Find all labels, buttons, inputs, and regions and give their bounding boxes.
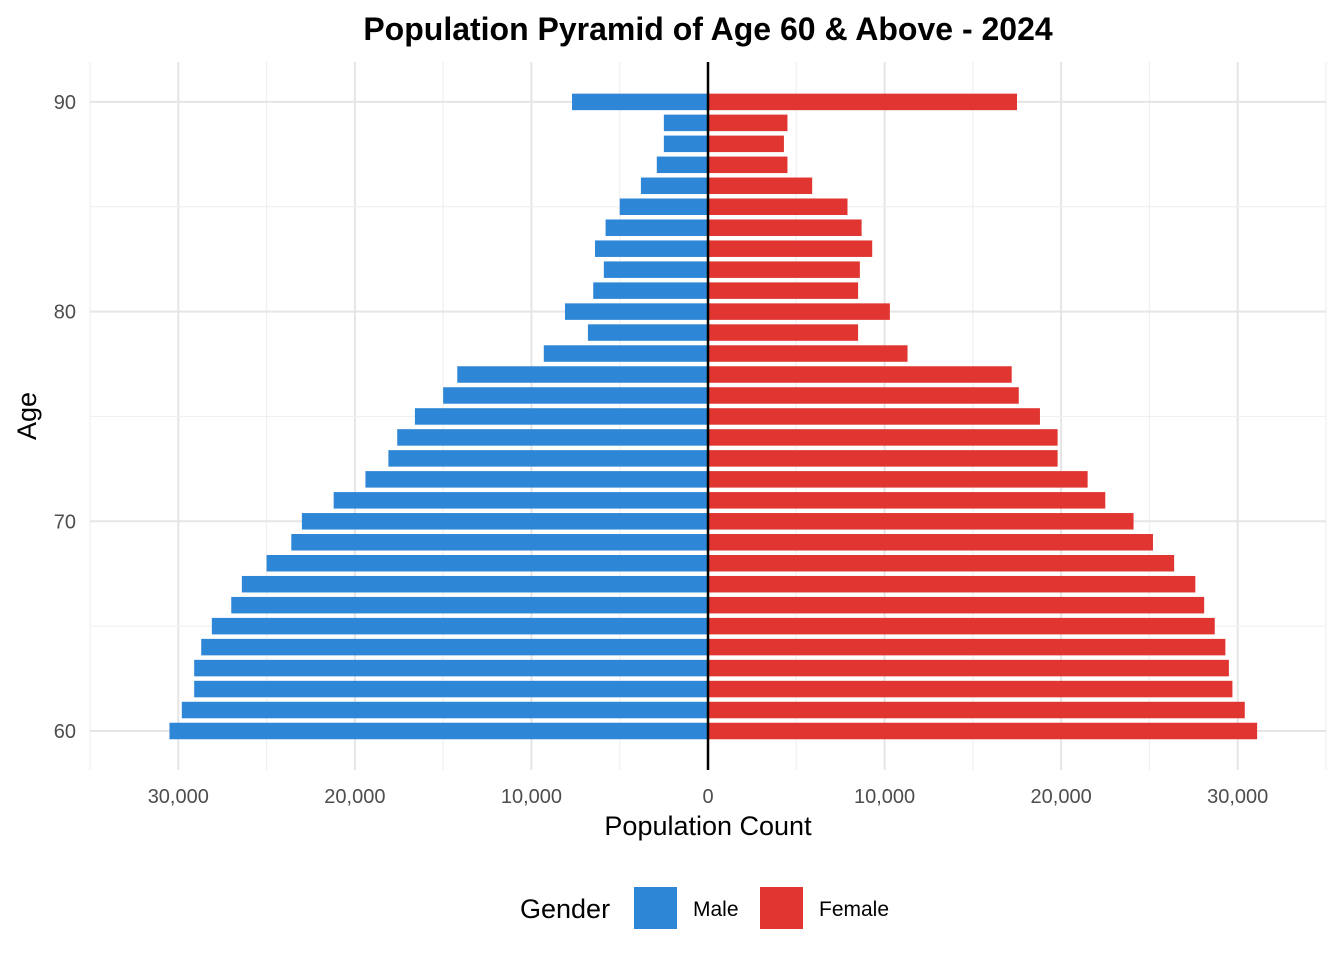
chart-title: Population Pyramid of Age 60 & Above - 2… — [363, 11, 1053, 47]
bar-female-age-80 — [708, 303, 890, 320]
legend-label-male: Male — [693, 898, 739, 921]
bar-female-age-63 — [708, 659, 1229, 677]
bar-female-age-76 — [708, 387, 1019, 404]
x-tick-label: 10,000 — [501, 786, 562, 808]
bar-male-age-66 — [231, 596, 708, 614]
bar-female-age-87 — [708, 156, 788, 174]
x-tick-label: 0 — [702, 786, 713, 808]
bar-female-age-72 — [708, 471, 1088, 488]
bars — [169, 93, 1258, 740]
bar-male-age-88 — [663, 135, 708, 153]
bar-male-age-74 — [397, 429, 708, 446]
bar-female-age-71 — [708, 492, 1106, 509]
bar-male-age-61 — [181, 701, 708, 719]
x-axis-title: Population Count — [604, 811, 812, 841]
bar-male-age-64 — [201, 638, 709, 656]
bar-male-age-86 — [640, 177, 708, 195]
x-tick-label: 10,000 — [854, 786, 915, 808]
bar-male-age-90 — [572, 93, 708, 111]
bar-female-age-61 — [708, 701, 1245, 719]
bar-female-age-65 — [708, 617, 1215, 635]
bar-female-age-85 — [708, 198, 848, 215]
bar-female-age-86 — [708, 177, 813, 195]
bar-female-age-88 — [708, 135, 784, 153]
bar-male-age-89 — [663, 114, 708, 132]
bar-male-age-67 — [241, 575, 708, 593]
bar-female-age-73 — [708, 450, 1058, 467]
bar-female-age-79 — [708, 324, 859, 341]
bar-female-age-89 — [708, 114, 788, 132]
legend-title: Gender — [520, 894, 610, 924]
bar-male-age-84 — [605, 219, 708, 236]
bar-male-age-70 — [301, 513, 708, 530]
y-tick-label: 60 — [54, 721, 76, 743]
bar-male-age-79 — [587, 324, 708, 341]
tick-labels: 30,000 20,000 10,000 0 10,000 20,000 30,000 60 7… — [54, 92, 1269, 808]
legend: Gender Male Female — [520, 887, 889, 929]
bar-female-age-74 — [708, 429, 1058, 446]
legend-label-female: Female — [819, 898, 889, 921]
y-tick-label: 70 — [54, 511, 76, 533]
bar-female-age-90 — [708, 93, 1017, 111]
bar-female-age-67 — [708, 575, 1196, 593]
bar-female-age-64 — [708, 638, 1226, 656]
bar-female-age-82 — [708, 261, 860, 278]
bar-male-age-85 — [619, 198, 708, 215]
bar-male-age-65 — [211, 617, 708, 635]
y-axis-title: Age — [12, 392, 42, 440]
bar-female-age-84 — [708, 219, 862, 236]
bar-male-age-72 — [365, 471, 708, 488]
bar-male-age-76 — [443, 387, 708, 404]
bar-female-age-62 — [708, 680, 1233, 698]
bar-female-age-75 — [708, 408, 1040, 425]
x-tick-label: 20,000 — [1031, 786, 1092, 808]
y-tick-label: 90 — [54, 92, 76, 114]
bar-male-age-68 — [266, 554, 708, 572]
bar-male-age-87 — [656, 156, 708, 174]
legend-swatch-female — [760, 887, 803, 929]
bar-male-age-71 — [333, 492, 708, 509]
bar-female-age-66 — [708, 596, 1205, 614]
bar-male-age-82 — [603, 261, 708, 278]
bar-female-age-68 — [708, 554, 1175, 572]
bar-female-age-83 — [708, 240, 873, 257]
bar-male-age-60 — [169, 722, 708, 740]
x-tick-label: 30,000 — [148, 786, 209, 808]
bar-male-age-81 — [593, 282, 708, 299]
legend-swatch-male — [634, 887, 677, 929]
bar-male-age-63 — [194, 659, 709, 677]
bar-male-age-62 — [194, 680, 709, 698]
y-tick-label: 80 — [54, 302, 76, 324]
bar-female-age-78 — [708, 345, 908, 362]
bar-female-age-69 — [708, 534, 1153, 551]
bar-male-age-83 — [594, 240, 708, 257]
bar-female-age-81 — [708, 282, 859, 299]
bar-male-age-69 — [291, 534, 708, 551]
bar-female-age-77 — [708, 366, 1012, 383]
bar-female-age-60 — [708, 722, 1258, 740]
bar-male-age-73 — [388, 450, 708, 467]
bar-male-age-78 — [543, 345, 708, 362]
bar-female-age-70 — [708, 513, 1134, 530]
x-tick-label: 20,000 — [324, 786, 385, 808]
x-tick-label: 30,000 — [1207, 786, 1268, 808]
bar-male-age-77 — [457, 366, 708, 383]
bar-male-age-75 — [414, 408, 708, 425]
bar-male-age-80 — [564, 303, 708, 320]
